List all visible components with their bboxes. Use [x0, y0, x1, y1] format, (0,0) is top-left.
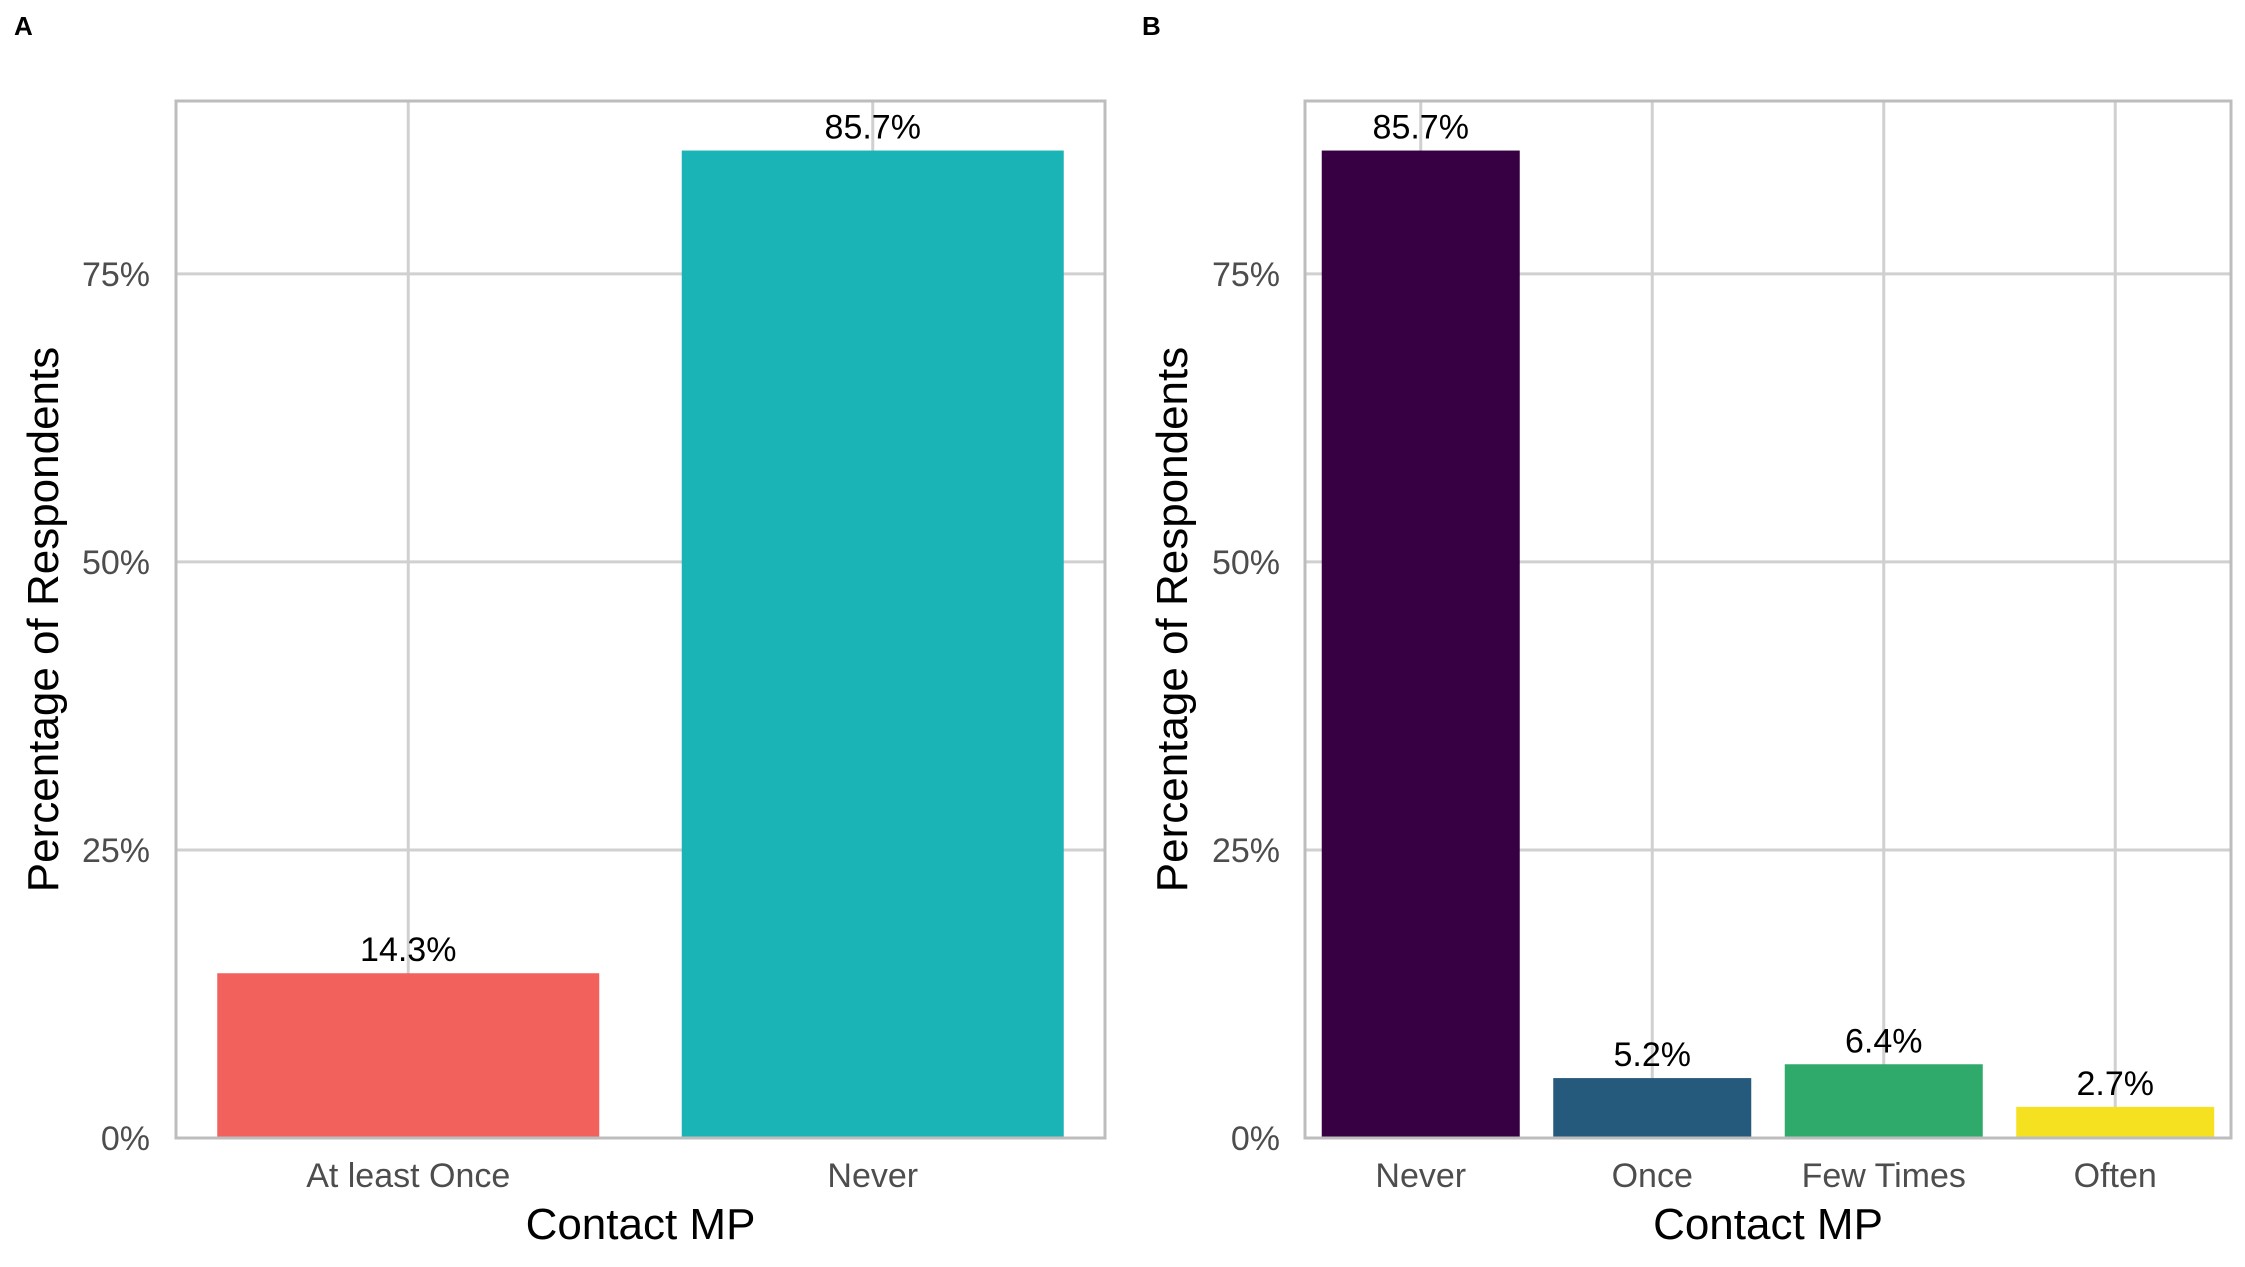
panel-b-y-tick-label: 75%: [1212, 256, 1280, 294]
panel-b-y-tick-label: 25%: [1212, 832, 1280, 870]
panel-a-y-tick-label: 25%: [82, 832, 150, 870]
panel-a-plot-frame: [174, 99, 1107, 1140]
panel-b-bar-never: [1321, 150, 1520, 1139]
panel-b-x-tick-label-once: Once: [1612, 1157, 1693, 1195]
panel-a-x-axis-title: Contact MP: [526, 1200, 756, 1249]
panel-a-data-label-never: 85.7%: [825, 109, 921, 147]
panel-a-tag: A: [14, 11, 33, 41]
panel-b-plot-frame: [1303, 99, 2233, 1140]
panel-b-bar-few-times: [1784, 1064, 1983, 1138]
panel-a-y-tick-label: 0%: [101, 1120, 150, 1158]
panel-b-tag: B: [1142, 11, 1161, 41]
panel-a-y-tick-label: 50%: [82, 544, 150, 582]
panel-a: A 0% 25% 50% 75% 14.3% At least Once 85.7% Neve…: [14, 11, 1107, 1249]
panel-a-y-axis-title: Percentage of Respondents: [19, 347, 68, 893]
panel-b: B 0% 25% 50% 75% 85.7% Never 5.2% Once 6.4% Few T…: [1142, 11, 2233, 1249]
panel-b-y-tick-label: 0%: [1231, 1120, 1280, 1158]
panel-a-x-tick-label-at-least-once: At least Once: [306, 1157, 510, 1195]
panel-b-data-label-few-times: 6.4%: [1845, 1022, 1923, 1060]
panel-a-data-label-at-least-once: 14.3%: [360, 931, 456, 969]
panel-b-y-tick-label: 50%: [1212, 544, 1280, 582]
panel-a-bar-never: [681, 150, 1064, 1139]
panel-a-bar-at-least-once: [217, 973, 600, 1138]
panel-b-y-axis-title: Percentage of Respondents: [1148, 347, 1197, 893]
panel-a-y-tick-label: 75%: [82, 256, 150, 294]
panel-b-x-axis-title: Contact MP: [1653, 1200, 1883, 1249]
panel-b-x-tick-label-never: Never: [1375, 1157, 1466, 1195]
panel-b-data-label-never: 85.7%: [1373, 109, 1469, 147]
panel-b-data-label-often: 2.7%: [2077, 1065, 2155, 1103]
panel-b-bar-once: [1553, 1078, 1752, 1138]
panel-a-x-tick-label-never: Never: [827, 1157, 918, 1195]
panel-b-data-label-once: 5.2%: [1614, 1036, 1692, 1074]
panel-b-x-tick-label-often: Often: [2074, 1157, 2157, 1195]
panel-b-x-tick-label-few-times: Few Times: [1802, 1157, 1966, 1195]
panel-b-bar-often: [2016, 1106, 2215, 1138]
